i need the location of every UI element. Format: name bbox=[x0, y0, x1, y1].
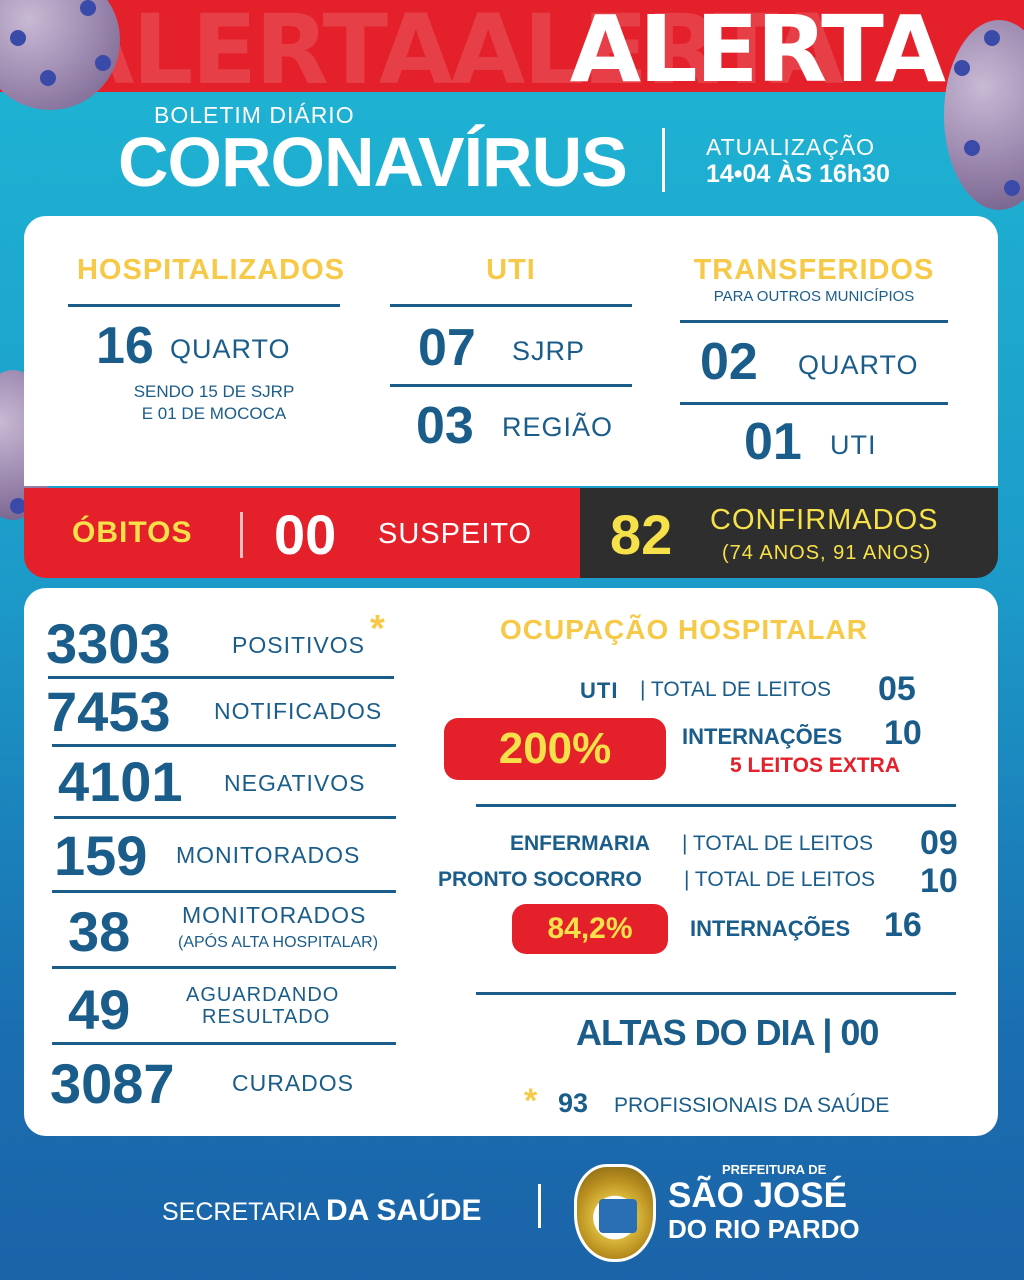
divider bbox=[240, 512, 243, 558]
page-title: CORONAVÍRUS bbox=[118, 123, 628, 201]
altas-do-dia: ALTAS DO DIA | 00 bbox=[576, 1012, 879, 1053]
divider bbox=[680, 402, 948, 405]
transferidos-row2-label: UTI bbox=[830, 430, 877, 460]
secretaria-label: SECRETARIA bbox=[162, 1198, 320, 1226]
stat-monitorados-alta-number: 38 bbox=[68, 900, 131, 963]
stat-curados-label: CURADOS bbox=[232, 1070, 355, 1096]
stat-positivos-number: 3303 bbox=[46, 612, 171, 675]
transferidos-row2-number: 01 bbox=[744, 413, 802, 471]
divider bbox=[52, 890, 396, 893]
uti-internacoes-value: 10 bbox=[884, 714, 922, 752]
uti-occupancy-badge: 200% bbox=[444, 718, 666, 780]
uti-row1-label: SJRP bbox=[512, 336, 586, 366]
pronto-socorro-label: PRONTO SOCORRO bbox=[438, 868, 642, 891]
stat-monitorados-alta-note: (APÓS ALTA HOSPITALAR) bbox=[178, 934, 379, 951]
alert-banner: ALERTAALERTA ALERTA bbox=[0, 0, 1024, 92]
stat-aguardando-label-2: RESULTADO bbox=[202, 1006, 331, 1028]
enfermaria-total-label: | TOTAL DE LEITOS bbox=[682, 832, 874, 855]
stat-aguardando-label: AGUARDANDO bbox=[186, 984, 340, 1006]
stat-monitorados-alta-label: MONITORADOS bbox=[182, 902, 367, 928]
update-label: ATUALIZAÇÃO bbox=[706, 134, 876, 160]
divider bbox=[476, 992, 956, 995]
profissionais-label: PROFISSIONAIS DA SAÚDE bbox=[614, 1094, 890, 1117]
alert-ghost-text: ALERTAALERTA bbox=[60, 0, 844, 92]
update-value: 14•04 ÀS 16h30 bbox=[706, 160, 890, 188]
hospitalizados-title: HOSPITALIZADOS bbox=[76, 254, 346, 286]
hospitalizados-note-2: E 01 DE MOCOCA bbox=[141, 404, 287, 423]
hospitalizados-unit: QUARTO bbox=[170, 334, 291, 364]
prefeitura-label: PREFEITURA DE bbox=[722, 1162, 827, 1177]
confirmados-number: 82 bbox=[610, 503, 673, 566]
divider bbox=[52, 966, 396, 969]
enfermaria-label: ENFERMARIA bbox=[510, 832, 650, 855]
transferidos-row1-label: QUARTO bbox=[798, 350, 919, 380]
pronto-socorro-total-label: | TOTAL DE LEITOS bbox=[684, 868, 876, 891]
transferidos-subtitle: PARA OUTROS MUNICÍPIOS bbox=[713, 288, 915, 305]
uti-title: UTI bbox=[486, 254, 536, 286]
uti-internacoes-label: INTERNAÇÕES bbox=[682, 724, 843, 749]
uti-total-label: | TOTAL DE LEITOS bbox=[640, 678, 832, 701]
uti-label: UTI bbox=[580, 678, 619, 703]
header: BOLETIM DIÁRIO CORONAVÍRUS ATUALIZAÇÃO 1… bbox=[0, 92, 1024, 210]
asterisk-icon: * bbox=[370, 608, 386, 650]
virus-illustration-top-right bbox=[944, 20, 1024, 210]
enfermaria-internacoes-label: INTERNAÇÕES bbox=[690, 916, 851, 941]
divider bbox=[52, 744, 396, 747]
divider bbox=[476, 804, 956, 807]
alert-title: ALERTA bbox=[569, 0, 946, 93]
divider bbox=[52, 1042, 396, 1045]
hospitalizados-note-1: SENDO 15 DE SJRP bbox=[133, 382, 295, 401]
asterisk-icon: * bbox=[524, 1082, 539, 1120]
city-name-line1: SÃO JOSÉ bbox=[668, 1176, 847, 1215]
divider bbox=[680, 320, 948, 323]
hospitalizados-number: 16 bbox=[96, 317, 154, 375]
footer: SECRETARIA DA SAÚDE PREFEITURA DE SÃO JO… bbox=[0, 1140, 1024, 1280]
uti-row2-number: 03 bbox=[416, 397, 474, 455]
footer-divider bbox=[538, 1184, 541, 1228]
hospital-summary-card: HOSPITALIZADOS 16 QUARTO SENDO 15 DE SJR… bbox=[24, 216, 998, 486]
suspeito-number: 00 bbox=[274, 503, 337, 566]
transferidos-row1-number: 02 bbox=[700, 333, 758, 391]
divider bbox=[390, 304, 632, 307]
uti-extra-beds: 5 LEITOS EXTRA bbox=[730, 754, 900, 777]
obitos-title: ÓBITOS bbox=[72, 516, 193, 549]
stat-curados-number: 3087 bbox=[50, 1052, 175, 1115]
statistics-card: 3303 POSITIVOS * 7453 NOTIFICADOS 4101 N… bbox=[24, 588, 998, 1136]
suspeito-label: SUSPEITO bbox=[378, 518, 533, 550]
divider bbox=[54, 816, 396, 819]
obitos-suspeito-panel: ÓBITOS 00 SUSPEITO bbox=[24, 488, 580, 578]
da-saude-label: DA SAÚDE bbox=[326, 1194, 482, 1227]
enfermaria-total-value: 09 bbox=[920, 824, 958, 862]
confirmados-note: (74 ANOS, 91 ANOS) bbox=[722, 542, 932, 564]
bulletin-label: BOLETIM DIÁRIO bbox=[154, 102, 355, 128]
city-name-line2: DO RIO PARDO bbox=[668, 1214, 860, 1244]
ocupacao-title: OCUPAÇÃO HOSPITALAR bbox=[500, 614, 868, 645]
obitos-band: ÓBITOS 00 SUSPEITO 82 CONFIRMADOS (74 AN… bbox=[24, 488, 998, 578]
stat-positivos-label: POSITIVOS bbox=[232, 632, 365, 658]
divider bbox=[48, 676, 394, 679]
stat-negativos-label: NEGATIVOS bbox=[224, 770, 366, 796]
stat-monitorados-label: MONITORADOS bbox=[176, 842, 361, 868]
divider bbox=[68, 304, 340, 307]
stat-aguardando-number: 49 bbox=[68, 978, 131, 1041]
city-seal-icon bbox=[574, 1164, 656, 1262]
seal-shield-icon bbox=[599, 1199, 637, 1233]
stat-negativos-number: 4101 bbox=[58, 750, 183, 813]
enfermaria-internacoes-value: 16 bbox=[884, 906, 922, 944]
header-divider bbox=[662, 128, 665, 192]
uti-total-value: 05 bbox=[878, 670, 916, 708]
stat-notificados-number: 7453 bbox=[46, 680, 171, 743]
uti-row1-number: 07 bbox=[418, 319, 476, 377]
transferidos-title: TRANSFERIDOS bbox=[693, 254, 935, 286]
confirmados-label: CONFIRMADOS bbox=[710, 504, 939, 536]
uti-row2-label: REGIÃO bbox=[502, 412, 614, 442]
obitos-confirmados-panel: 82 CONFIRMADOS (74 ANOS, 91 ANOS) bbox=[580, 488, 998, 578]
pronto-socorro-total-value: 10 bbox=[920, 862, 958, 900]
stat-monitorados-number: 159 bbox=[54, 824, 148, 887]
enfermaria-occupancy-badge: 84,2% bbox=[512, 904, 668, 954]
stat-notificados-label: NOTIFICADOS bbox=[214, 698, 383, 724]
divider bbox=[390, 384, 632, 387]
profissionais-number: 93 bbox=[558, 1088, 589, 1118]
